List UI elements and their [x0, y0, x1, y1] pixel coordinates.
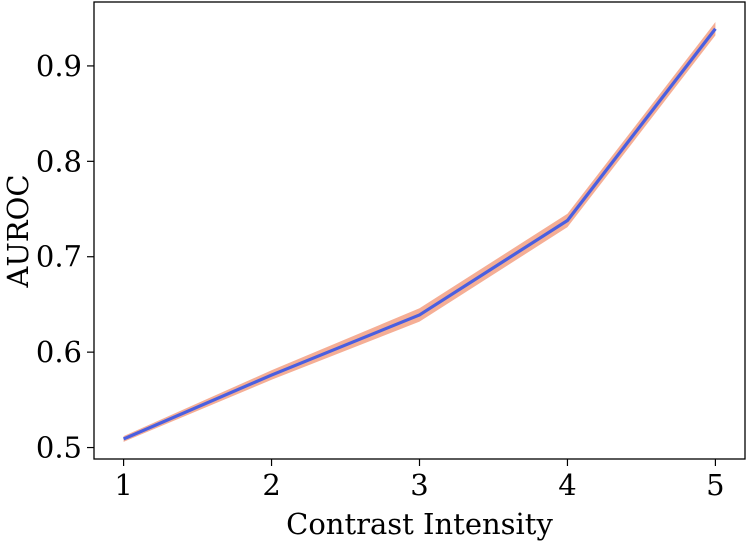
x-tick-label: 4: [558, 468, 576, 502]
y-tick-label: 0.7: [36, 240, 82, 274]
series-line-0: [122, 27, 717, 441]
y-axis-title: AUROC: [1, 174, 35, 288]
confidence-band-0: [123, 22, 716, 442]
y-axis-ticks: 0.5 0.6 0.7 0.8 0.9: [36, 49, 94, 465]
x-axis-title: Contrast Intensity: [286, 507, 553, 541]
y-tick-label: 0.5: [36, 431, 82, 465]
series-line-layer: [122, 27, 717, 441]
confidence-band-layer: [123, 22, 716, 442]
x-tick-label: 5: [706, 468, 724, 502]
x-tick-label: 3: [410, 468, 428, 502]
plot-frame: [93, 1, 746, 460]
x-tick-label: 2: [262, 468, 280, 502]
x-tick-label: 1: [114, 468, 132, 502]
y-tick-label: 0.9: [36, 49, 82, 83]
y-tick-label: 0.8: [36, 144, 82, 178]
y-tick-label: 0.6: [36, 335, 82, 369]
x-axis-ticks: 1 2 3 4 5: [114, 459, 725, 502]
